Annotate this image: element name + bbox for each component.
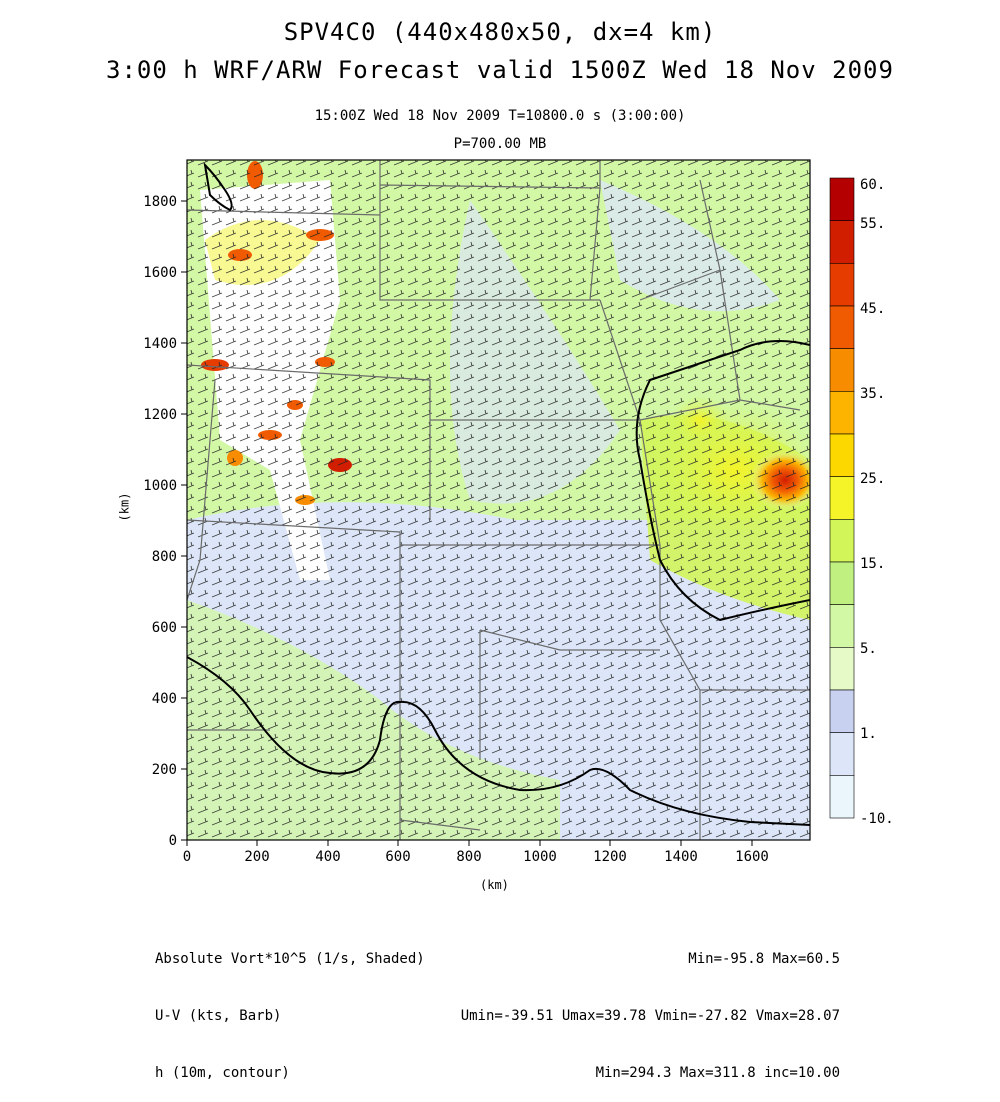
x-tick-label: 800 <box>456 849 481 865</box>
x-tick-labels: 0 200 400 600 800 1000 1200 1400 1600 <box>183 849 769 865</box>
x-axis-label: (km) <box>480 878 509 892</box>
colorbar-label: 15. <box>860 556 885 572</box>
colorbar-swatch <box>829 305 855 349</box>
colorbar-swatch <box>829 263 855 307</box>
colorbar-label: 35. <box>860 386 885 402</box>
colorbar-swatch <box>829 519 855 563</box>
colorbar-swatch <box>829 433 855 477</box>
colorbar-label: -10. <box>860 811 894 827</box>
y-tick-labels: 0 200 400 600 800 1000 1200 1400 1600 18… <box>143 194 177 849</box>
colorbar-swatch <box>829 561 855 605</box>
y-axis-label: (km) <box>117 492 132 522</box>
wind-field-label: U-V (kts, Barb) <box>155 1008 282 1024</box>
colorbar-label: 1. <box>860 726 877 742</box>
colorbar-label: 25. <box>860 471 885 487</box>
colorbar-labels: 60. 55. 45. 35. 25. 15. 5. 1. -10. <box>860 177 894 827</box>
pressure-level-label: P=700.00 MB <box>453 136 547 152</box>
colorbar-swatch <box>829 604 855 648</box>
vorticity-minmax: Min=-95.8 Max=60.5 <box>688 951 840 967</box>
plot-frame <box>186 159 811 841</box>
y-tick-label: 1800 <box>143 194 177 210</box>
plot-canvas: 0 200 400 600 800 1000 1200 1400 1600 0 … <box>143 159 894 865</box>
x-tick-label: 600 <box>385 849 410 865</box>
y-tick-label: 600 <box>152 620 177 636</box>
y-tick-label: 1400 <box>143 336 177 352</box>
footer-left: Absolute Vort*10^5 (1/s, Shaded) U-V (kt… <box>155 912 425 1102</box>
valid-time-label: 15:00Z Wed 18 Nov 2009 T=10800.0 s (3:00… <box>314 108 686 124</box>
x-tick-label: 200 <box>244 849 269 865</box>
x-tick-label: 1600 <box>735 849 769 865</box>
footer-right: Min=-95.8 Max=60.5 Umin=-39.51 Umax=39.7… <box>461 912 840 1102</box>
height-contours <box>187 162 810 826</box>
colorbar-swatch <box>829 647 855 691</box>
x-tick-label: 1000 <box>523 849 557 865</box>
colorbar-swatch <box>829 689 855 733</box>
title-line-1: SPV4C0 (440x480x50, dx=4 km) <box>283 18 717 46</box>
y-tick-label: 1000 <box>143 478 177 494</box>
y-tick-label: 200 <box>152 762 177 778</box>
wind-minmax: Umin=-39.51 Umax=39.78 Vmin=-27.82 Vmax=… <box>460 1008 840 1024</box>
x-tick-label: 400 <box>315 849 340 865</box>
y-tick-label: 800 <box>152 549 177 565</box>
colorbar-swatch <box>829 220 855 264</box>
vorticity-shading <box>187 160 810 840</box>
state-boundaries <box>187 160 810 840</box>
colorbar <box>829 177 855 819</box>
y-tick-label: 0 <box>169 833 177 849</box>
colorbar-label: 55. <box>860 216 885 232</box>
vorticity-field-label: Absolute Vort*10^5 (1/s, Shaded) <box>155 951 425 967</box>
colorbar-swatch <box>829 775 855 819</box>
height-field-label: h (10m, contour) <box>155 1065 290 1081</box>
height-minmax: Min=294.3 Max=311.8 inc=10.00 <box>595 1065 840 1081</box>
axis-ticks <box>181 200 753 846</box>
colorbar-label: 45. <box>860 301 885 317</box>
colorbar-swatch <box>829 348 855 392</box>
y-tick-label: 1200 <box>143 407 177 423</box>
y-tick-label: 1600 <box>143 265 177 281</box>
colorbar-swatch <box>829 732 855 776</box>
x-tick-label: 1200 <box>593 849 627 865</box>
y-tick-label: 400 <box>152 691 177 707</box>
colorbar-swatch <box>829 476 855 520</box>
title-line-2: 3:00 h WRF/ARW Forecast valid 1500Z Wed … <box>106 56 894 84</box>
x-tick-label: 1400 <box>664 849 698 865</box>
colorbar-label: 60. <box>860 177 885 193</box>
colorbar-label: 5. <box>860 641 877 657</box>
x-tick-label: 0 <box>183 849 191 865</box>
colorbar-swatch <box>829 177 855 221</box>
colorbar-swatch <box>829 391 855 435</box>
